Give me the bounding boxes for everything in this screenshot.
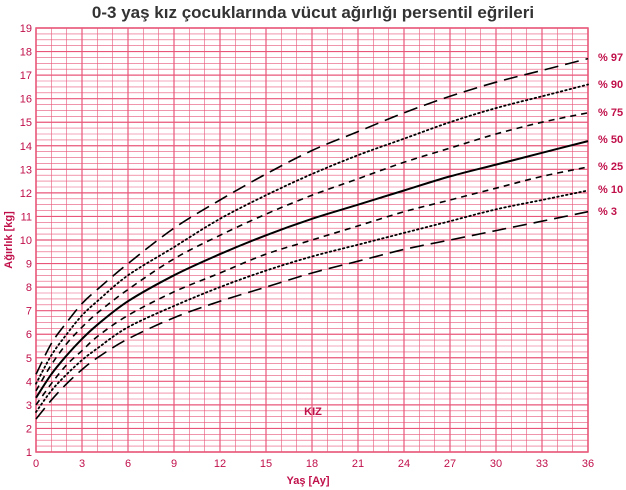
x-tick-label: 30 (490, 458, 502, 470)
y-tick-label: 11 (21, 211, 32, 223)
y-tick-label: 2 (26, 423, 32, 435)
y-tick-label: 7 (26, 306, 32, 318)
series-label: % 10 (598, 184, 623, 196)
series-label: % 75 (598, 107, 623, 119)
y-tick-label: 16 (20, 94, 32, 106)
x-tick-label: 21 (352, 458, 364, 470)
series-label: % 90 (598, 79, 623, 91)
y-tick-label: 1 (26, 447, 32, 459)
series-line (35, 140, 589, 399)
x-tick-label: 36 (582, 458, 594, 470)
y-tick-label: 6 (26, 329, 32, 341)
x-tick-label: 18 (306, 458, 318, 470)
x-tick-label: 0 (33, 458, 39, 470)
percentile-curves (35, 57, 589, 420)
y-axis-title: Ağırlık [kg] (3, 211, 15, 269)
y-tick-label: 8 (26, 282, 32, 294)
y-tick-label: 14 (20, 141, 32, 153)
y-tick-label: 12 (20, 188, 32, 200)
chart-title: 0-3 yaş kız çocuklarında vücut ağırlığı … (91, 3, 535, 22)
y-tick-label: 13 (20, 164, 32, 176)
y-tick-label: 17 (20, 70, 32, 82)
y-tick-label: 3 (26, 400, 32, 412)
x-tick-label: 33 (536, 458, 548, 470)
gender-annotation: KIZ (304, 406, 322, 418)
chart-grid (35, 27, 589, 453)
y-tick-label: 9 (26, 259, 32, 271)
series-label: % 50 (598, 134, 623, 146)
series-line (35, 57, 589, 375)
y-tick-label: 10 (20, 235, 32, 247)
series-line (35, 112, 589, 392)
x-tick-label: 12 (214, 458, 226, 470)
y-tick-label: 19 (20, 23, 32, 35)
y-tick-label: 4 (26, 376, 32, 388)
x-tick-label: 15 (260, 458, 272, 470)
series-label: % 25 (598, 161, 623, 173)
y-tick-label: 5 (26, 353, 32, 365)
x-tick-label: 6 (125, 458, 131, 470)
series-line (35, 166, 589, 406)
percentile-labels: % 97 % 90 % 75 % 50 % 25 % 10 % 3 (598, 52, 623, 218)
x-tick-label: 9 (171, 458, 177, 470)
series-label: % 3 (598, 206, 617, 218)
y-tick-label: 18 (20, 47, 32, 59)
x-tick-labels: 0 3 6 9 12 15 18 21 24 27 30 33 36 (33, 458, 594, 470)
x-tick-label: 27 (444, 458, 456, 470)
series-line (35, 210, 589, 420)
x-axis-title: Yaş [Ay] (286, 475, 329, 487)
x-tick-label: 3 (79, 458, 85, 470)
series-line (35, 189, 589, 413)
series-label: % 97 (598, 52, 623, 64)
y-tick-label: 15 (20, 117, 32, 129)
x-tick-label: 24 (398, 458, 410, 470)
